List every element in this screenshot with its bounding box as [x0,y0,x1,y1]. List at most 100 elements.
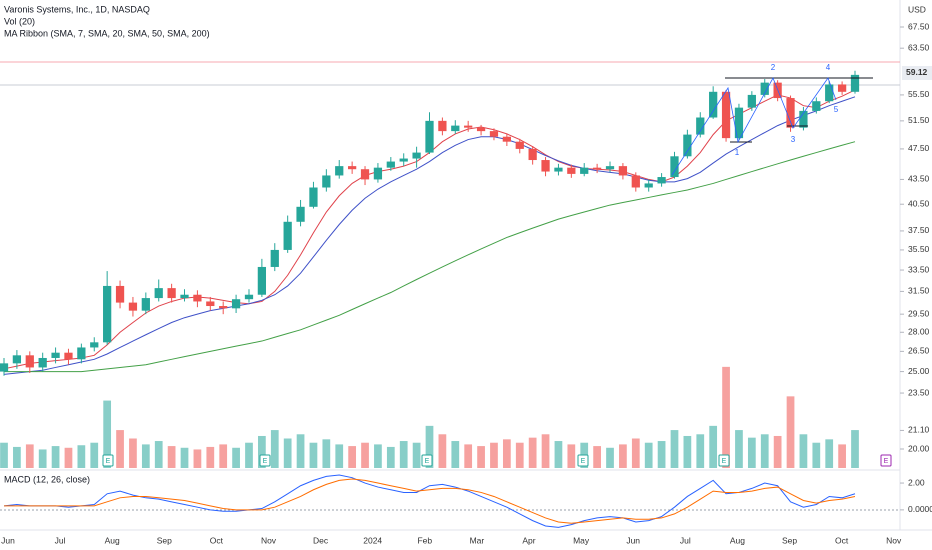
candle-body [850,74,860,92]
macd-tick-label: 2.00 [908,477,925,487]
volume-bar [451,441,460,468]
volume-bar [219,444,228,468]
candle-body [412,152,421,159]
candle-body [206,301,215,307]
volume-bar [361,442,369,468]
candle-body [270,249,279,267]
volume-bar [722,366,730,468]
volume-bar [283,438,292,468]
volume-bar [116,430,124,468]
earnings-box [577,454,589,467]
earnings-marker: E [425,458,430,465]
earnings-marker: E [263,458,268,465]
macd-line [4,478,856,524]
macd-tick-label: 0.0000 [908,504,932,514]
candle-body [309,187,318,207]
candle-body [167,288,176,299]
candle-body [399,158,408,162]
candle-body [825,84,834,102]
x-tick-label: Sep [157,535,172,545]
volume-bar [154,441,163,468]
macd-line [3,474,856,528]
x-tick-label: May [573,535,590,545]
y-tick-label: 21.10 [908,425,930,435]
earnings-marker: E [581,458,586,465]
volume-bar [270,430,279,468]
candle-body [373,167,383,180]
x-tick-label: Mar [470,535,485,545]
candle-body [141,298,150,311]
x-tick-label: Aug [730,535,745,545]
y-tick-label: 63.50 [908,42,930,52]
candle-body [605,166,615,170]
candle-body [244,294,254,300]
candle-body [721,91,731,139]
earnings-box [718,454,730,467]
volume-bar [129,438,137,468]
chart-title: Varonis Systems, Inc., 1D, NASDAQ [4,4,150,14]
volume-bar [206,446,215,468]
candle-body [837,84,847,92]
volume-bar [309,442,318,468]
volume-label: Vol (20) [4,16,35,26]
candle-body [528,148,537,161]
y-tick-label: 20.00 [908,443,930,453]
macd-label: MACD (12, 26, close) [4,474,90,484]
volume-bar [412,442,421,468]
x-tick-label: 2024 [363,535,382,545]
x-tick-label: Jun [1,535,15,545]
candle-body [618,166,628,176]
candle-body [786,98,795,128]
x-tick-label: Nov [886,535,902,545]
candle-body [154,288,163,299]
candle-body [283,221,292,250]
y-tick-label: 40.50 [908,198,930,208]
candle-body [799,110,808,128]
candle-body [476,127,486,132]
candle-body [464,125,473,128]
volume-bar [90,442,99,468]
volume-bar [167,446,176,468]
candle-body [489,131,499,137]
volume-bar [438,434,447,468]
earnings-marker: E [884,458,889,465]
volume-bar [838,444,846,468]
moving-average [3,96,856,375]
x-tick-label: Jun [626,535,640,545]
earnings-marker: E [106,458,111,465]
volume-bar [567,444,576,468]
volume-bar [502,439,511,468]
volume-bar [747,437,756,468]
candle-body [90,342,99,348]
volume-bar [386,446,395,468]
currency: USD [908,4,926,14]
earnings-box [102,454,114,467]
y-tick-label: 33.50 [908,264,930,274]
volume-bar [374,444,382,468]
volume-bar [232,447,240,468]
volume-bar [103,400,112,468]
y-tick-label: 67.50 [908,21,930,31]
volume-bar [141,444,150,468]
moving-average [4,141,856,373]
volume-bar [64,447,73,468]
y-tick-label: 29.50 [908,308,930,318]
y-tick-label: 37.50 [908,225,930,235]
volume-bar [0,442,8,468]
candle-body [438,120,447,132]
last-price-label: 59.12 [906,67,928,77]
volume-bar [477,446,485,468]
candle-body [644,183,653,188]
candle-body [360,169,370,180]
candle-body [386,161,395,168]
volume-bar [13,446,21,468]
x-tick-label: Sep [782,535,797,545]
x-tick-label: Aug [105,535,120,545]
x-tick-label: Apr [522,535,535,545]
x-tick-label: Oct [210,535,224,545]
candle-body [38,357,47,368]
candle-body [128,302,138,311]
candle-body [103,285,112,343]
